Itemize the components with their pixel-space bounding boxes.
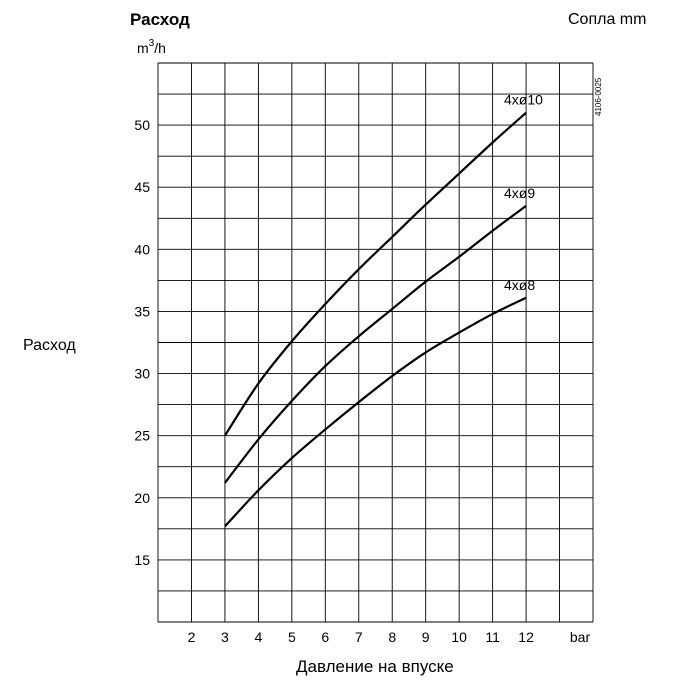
series-line bbox=[224, 296, 527, 528]
y-tick-label: 50 bbox=[134, 117, 150, 133]
x-tick-label: 10 bbox=[451, 629, 467, 645]
series-line bbox=[224, 204, 527, 484]
y-axis-label: Расход bbox=[23, 337, 76, 354]
x-tick-label: 8 bbox=[388, 629, 396, 645]
x-tick-label: 6 bbox=[321, 629, 329, 645]
nozzle-label: Сопла mm bbox=[568, 11, 646, 28]
y-tick-label: 40 bbox=[134, 241, 150, 257]
chart-title: Расход bbox=[130, 10, 190, 29]
x-tick-label: 4 bbox=[254, 629, 262, 645]
y-tick-label: 45 bbox=[134, 179, 150, 195]
y-tick-label: 30 bbox=[134, 366, 150, 382]
series-curves bbox=[223, 111, 527, 528]
y-tick-label: 25 bbox=[134, 428, 150, 444]
series-label: 4xø8 bbox=[504, 277, 535, 293]
series-label: 4xø9 bbox=[504, 185, 535, 201]
y-tick-label: 15 bbox=[134, 552, 150, 568]
x-tick-label: 7 bbox=[355, 629, 363, 645]
series-line bbox=[223, 111, 527, 437]
x-tick-label: 5 bbox=[288, 629, 296, 645]
grid bbox=[157, 62, 594, 623]
x-unit: bar bbox=[570, 629, 591, 645]
y-tick-label: 20 bbox=[134, 490, 150, 506]
x-tick-label: 3 bbox=[221, 629, 229, 645]
x-tick-label: 12 bbox=[518, 629, 534, 645]
x-tick-label: 11 bbox=[485, 629, 500, 645]
x-tick-label: 9 bbox=[422, 629, 430, 645]
series-labels: 4xø10 4xø9 4xø8 bbox=[504, 92, 543, 293]
y-tick-label: 35 bbox=[134, 303, 150, 319]
x-axis-label: Давление на впуске bbox=[296, 657, 454, 676]
series-label: 4xø10 bbox=[504, 92, 543, 108]
x-tick-label: 2 bbox=[188, 629, 196, 645]
figure-code: 4106-0025 bbox=[594, 77, 603, 116]
y-unit: m3/h bbox=[137, 38, 166, 56]
